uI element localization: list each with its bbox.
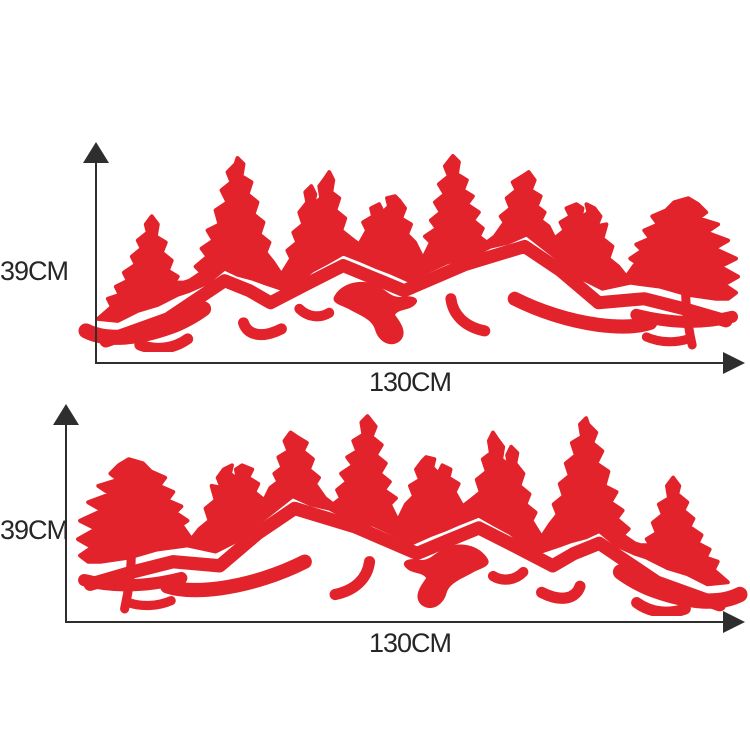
forest-mountain-decal-graphic-mirrored [70, 406, 748, 616]
height-dimension-label: 39CM [0, 256, 69, 286]
up-arrow-icon [83, 142, 109, 163]
forest-mountain-decal-graphic [78, 146, 746, 352]
width-measure-line [65, 621, 725, 623]
height-measure-line [95, 161, 97, 363]
height-dimension-label: 39CM [0, 515, 69, 545]
right-arrow-icon [723, 611, 745, 633]
width-measure-line [95, 362, 725, 364]
up-arrow-icon [53, 404, 79, 425]
right-arrow-icon [723, 352, 745, 374]
width-dimension-label: 130CM [368, 367, 452, 397]
height-measure-line [65, 423, 67, 622]
width-dimension-label: 130CM [368, 628, 452, 658]
